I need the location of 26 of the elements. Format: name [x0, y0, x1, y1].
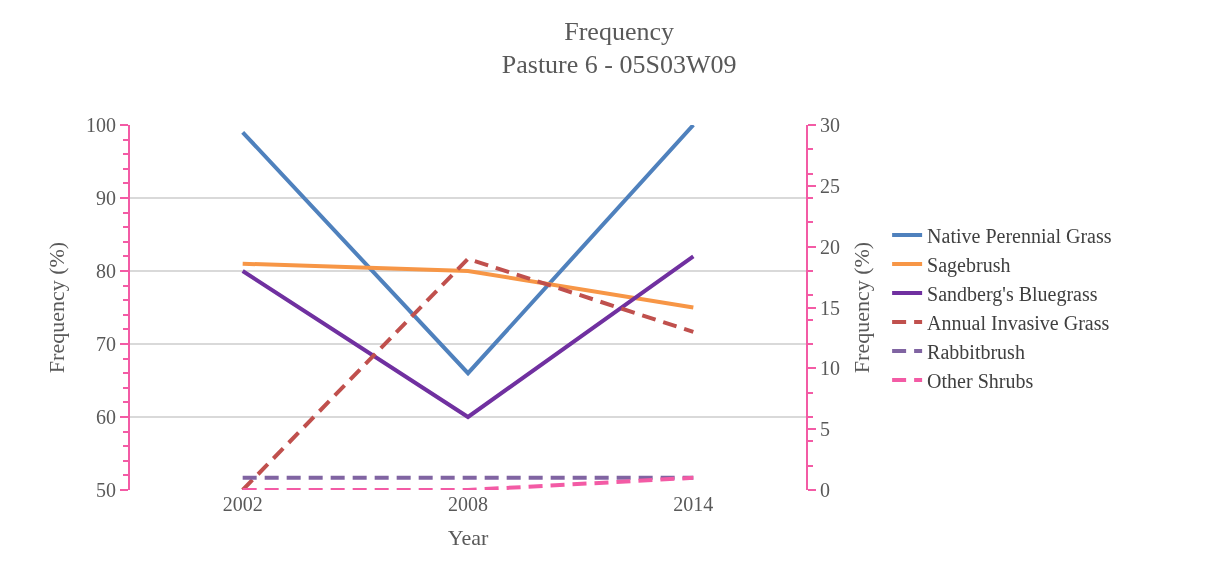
- y-tick-label: 70: [96, 333, 116, 355]
- x-tick-label: 2002: [222, 493, 263, 515]
- y-axis-title: Frequency (%): [44, 241, 70, 374]
- x-tick-label: 2014: [673, 493, 714, 515]
- y2-tick-label: 0: [820, 479, 830, 501]
- legend-label: Rabbitbrush: [927, 340, 1025, 363]
- legend-label: Annual Invasive Grass: [927, 311, 1110, 334]
- y2-tick-label: 5: [820, 418, 830, 441]
- y2-tick-label: 20: [820, 235, 840, 258]
- y-tick-label: 100: [86, 114, 116, 136]
- x-tick-label: 2008: [448, 493, 488, 515]
- y2-tick-label: 25: [820, 174, 840, 197]
- legend-label: Native Perennial Grass: [927, 224, 1112, 247]
- legend-label: Other Shrubs: [927, 369, 1034, 392]
- y2-tick-label: 30: [820, 114, 840, 136]
- y-tick-label: 50: [96, 479, 116, 501]
- legend-label: Sandberg's Bluegrass: [927, 282, 1098, 306]
- chart-title: Frequency Pasture 6 - 05S03W09: [501, 16, 737, 80]
- y-tick-label: 60: [96, 406, 116, 428]
- y-tick-label: 90: [96, 187, 116, 209]
- y2-axis-title: Frequency (%): [849, 241, 875, 374]
- y2-tick-label: 15: [820, 296, 840, 319]
- legend-label: Sagebrush: [927, 253, 1011, 277]
- x-axis-title: Year: [447, 524, 489, 550]
- y-tick-label: 80: [96, 260, 116, 282]
- y2-tick-label: 10: [820, 357, 840, 380]
